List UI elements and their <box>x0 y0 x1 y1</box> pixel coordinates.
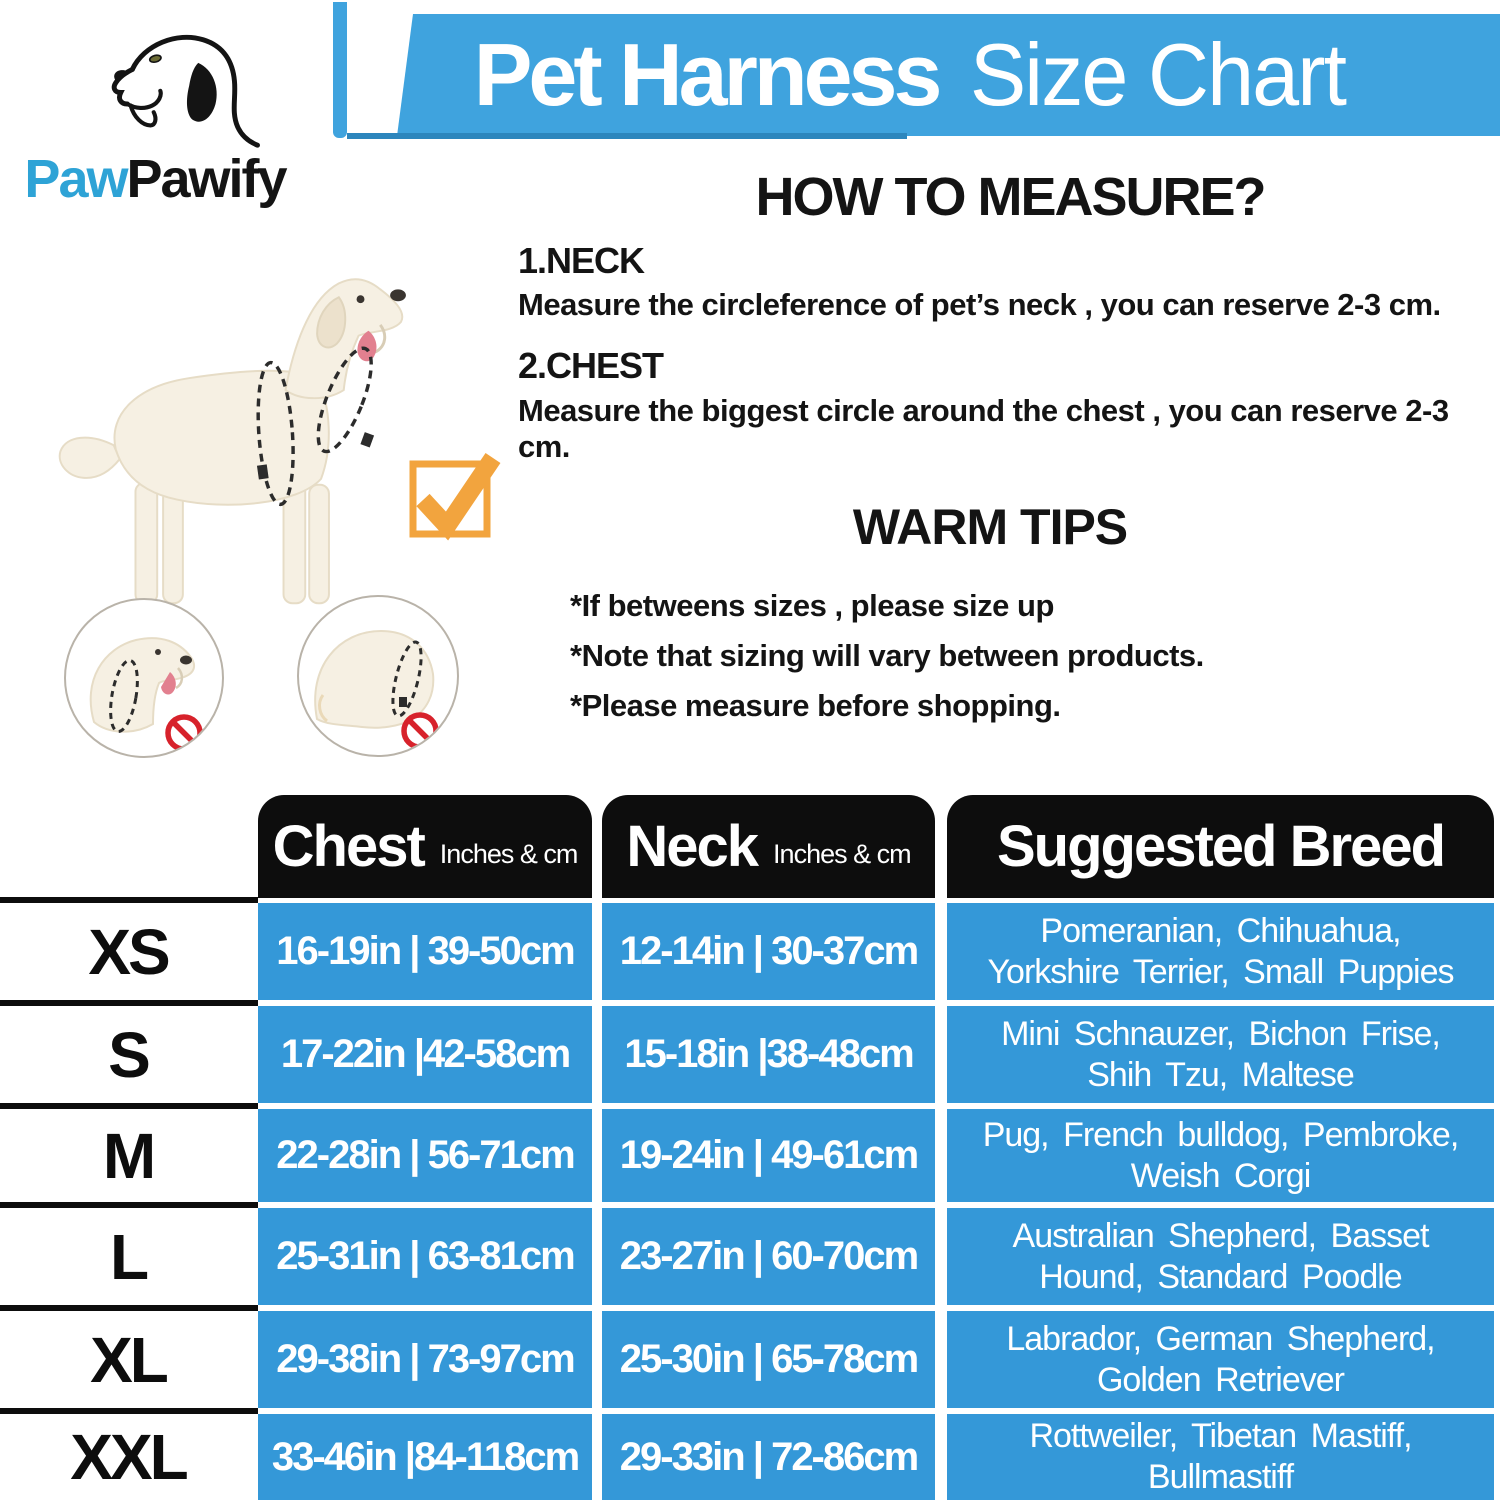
column-header-chest: Chest Inches & cm <box>258 795 592 898</box>
chest-column: 16-19in | 39-50cm 17-22in |42-58cm 22-28… <box>258 903 592 1500</box>
neck-header-title: Neck <box>626 814 759 879</box>
prohibition-icon <box>165 714 203 752</box>
row-divider <box>0 1103 258 1109</box>
table-cell: 29-38in | 73-97cm <box>258 1311 592 1408</box>
size-label-s: S <box>108 1018 151 1091</box>
row-divider <box>0 1202 258 1208</box>
table-cell: 19-24in | 49-61cm <box>602 1109 935 1202</box>
size-label-xxl: XXL <box>70 1421 188 1493</box>
title-banner: Pet Harness Size Chart <box>397 14 1500 136</box>
table-cell: Pomeranian, Chihuahua, Yorkshire Terrier… <box>947 903 1494 1000</box>
row-divider <box>0 1000 258 1006</box>
table-cell: 25-31in | 63-81cm <box>258 1208 592 1305</box>
column-header-breed: Suggested Breed <box>947 795 1494 898</box>
size-label-xs: XS <box>88 915 170 988</box>
neck-column: 12-14in | 30-37cm 15-18in |38-48cm 19-24… <box>602 903 935 1500</box>
step-neck-label: 1.NECK <box>518 240 645 281</box>
step-chest-label: 2.CHEST <box>518 345 664 386</box>
brand-name-paw: Paw <box>24 149 128 209</box>
chest-header-unit: Inches & cm <box>439 839 579 869</box>
check-icon <box>409 452 501 541</box>
table-cell: 25-30in | 65-78cm <box>602 1311 935 1408</box>
table-cell: Pug, French bulldog, Pembroke, Weish Cor… <box>947 1109 1494 1202</box>
row-divider <box>0 1305 258 1311</box>
page-title-bold: Pet Harness <box>473 25 943 124</box>
banner-accent-stripe <box>333 2 347 138</box>
brand-name: PawPawify <box>20 148 290 210</box>
size-label-xl: XL <box>90 1323 169 1396</box>
column-header-neck: Neck Inches & cm <box>602 795 935 898</box>
banner-shadow <box>347 133 907 139</box>
dog-head-logo-icon <box>111 34 260 148</box>
neck-header-unit: Inches & cm <box>773 839 912 869</box>
table-cell: Labrador, German Shepherd, Golden Retrie… <box>947 1311 1494 1408</box>
row-divider <box>0 897 258 903</box>
table-cell: 17-22in |42-58cm <box>258 1006 592 1103</box>
page-title-light: Size Chart <box>970 25 1347 124</box>
size-label-m: M <box>102 1119 156 1192</box>
table-cell: 33-46in |84-118cm <box>258 1414 592 1500</box>
table-cell: 23-27in | 60-70cm <box>602 1208 935 1305</box>
chest-header-title: Chest <box>272 814 426 879</box>
step-chest-text: Measure the biggest circle around the ch… <box>518 393 1449 464</box>
prohibition-icon <box>401 712 439 750</box>
size-label-l: L <box>109 1220 149 1293</box>
dog-head-wrong-tape-illustration <box>89 637 203 752</box>
breed-header-title: Suggested Breed <box>997 814 1446 879</box>
table-cell: 29-33in | 72-86cm <box>602 1414 935 1500</box>
warm-tip: *Please measure before shopping. <box>570 688 1061 723</box>
how-to-measure-title: HOW TO MEASURE? <box>755 167 1267 227</box>
table-cell: Mini Schnauzer, Bichon Frise, Shih Tzu, … <box>947 1006 1494 1103</box>
warm-tip: *Note that sizing will vary between prod… <box>570 638 1204 673</box>
breed-column: Pomeranian, Chihuahua, Yorkshire Terrier… <box>947 903 1494 1500</box>
warm-tips-title: WARM TIPS <box>852 499 1128 555</box>
table-cell: Australian Shepherd, Basset Hound, Stand… <box>947 1208 1494 1305</box>
table-cell: Rottweiler, Tibetan Mastiff, Bullmastiff <box>947 1414 1494 1500</box>
table-cell: 12-14in | 30-37cm <box>602 903 935 1000</box>
table-cell: 22-28in | 56-71cm <box>258 1109 592 1202</box>
row-divider <box>0 1408 258 1414</box>
table-cell: 15-18in |38-48cm <box>602 1006 935 1103</box>
brand-name-pawify: Pawify <box>126 149 287 209</box>
step-neck-text: Measure the circleference of pet’s neck … <box>518 287 1441 322</box>
table-cell: 16-19in | 39-50cm <box>258 903 592 1000</box>
dog-measuring-illustration <box>58 278 406 605</box>
wrong-neck-measure-inset <box>64 598 224 758</box>
dog-back-wrong-tape-illustration <box>314 629 439 750</box>
warm-tip: *If betweens sizes , please size up <box>570 588 1054 623</box>
wrong-head-measure-inset <box>297 595 459 757</box>
